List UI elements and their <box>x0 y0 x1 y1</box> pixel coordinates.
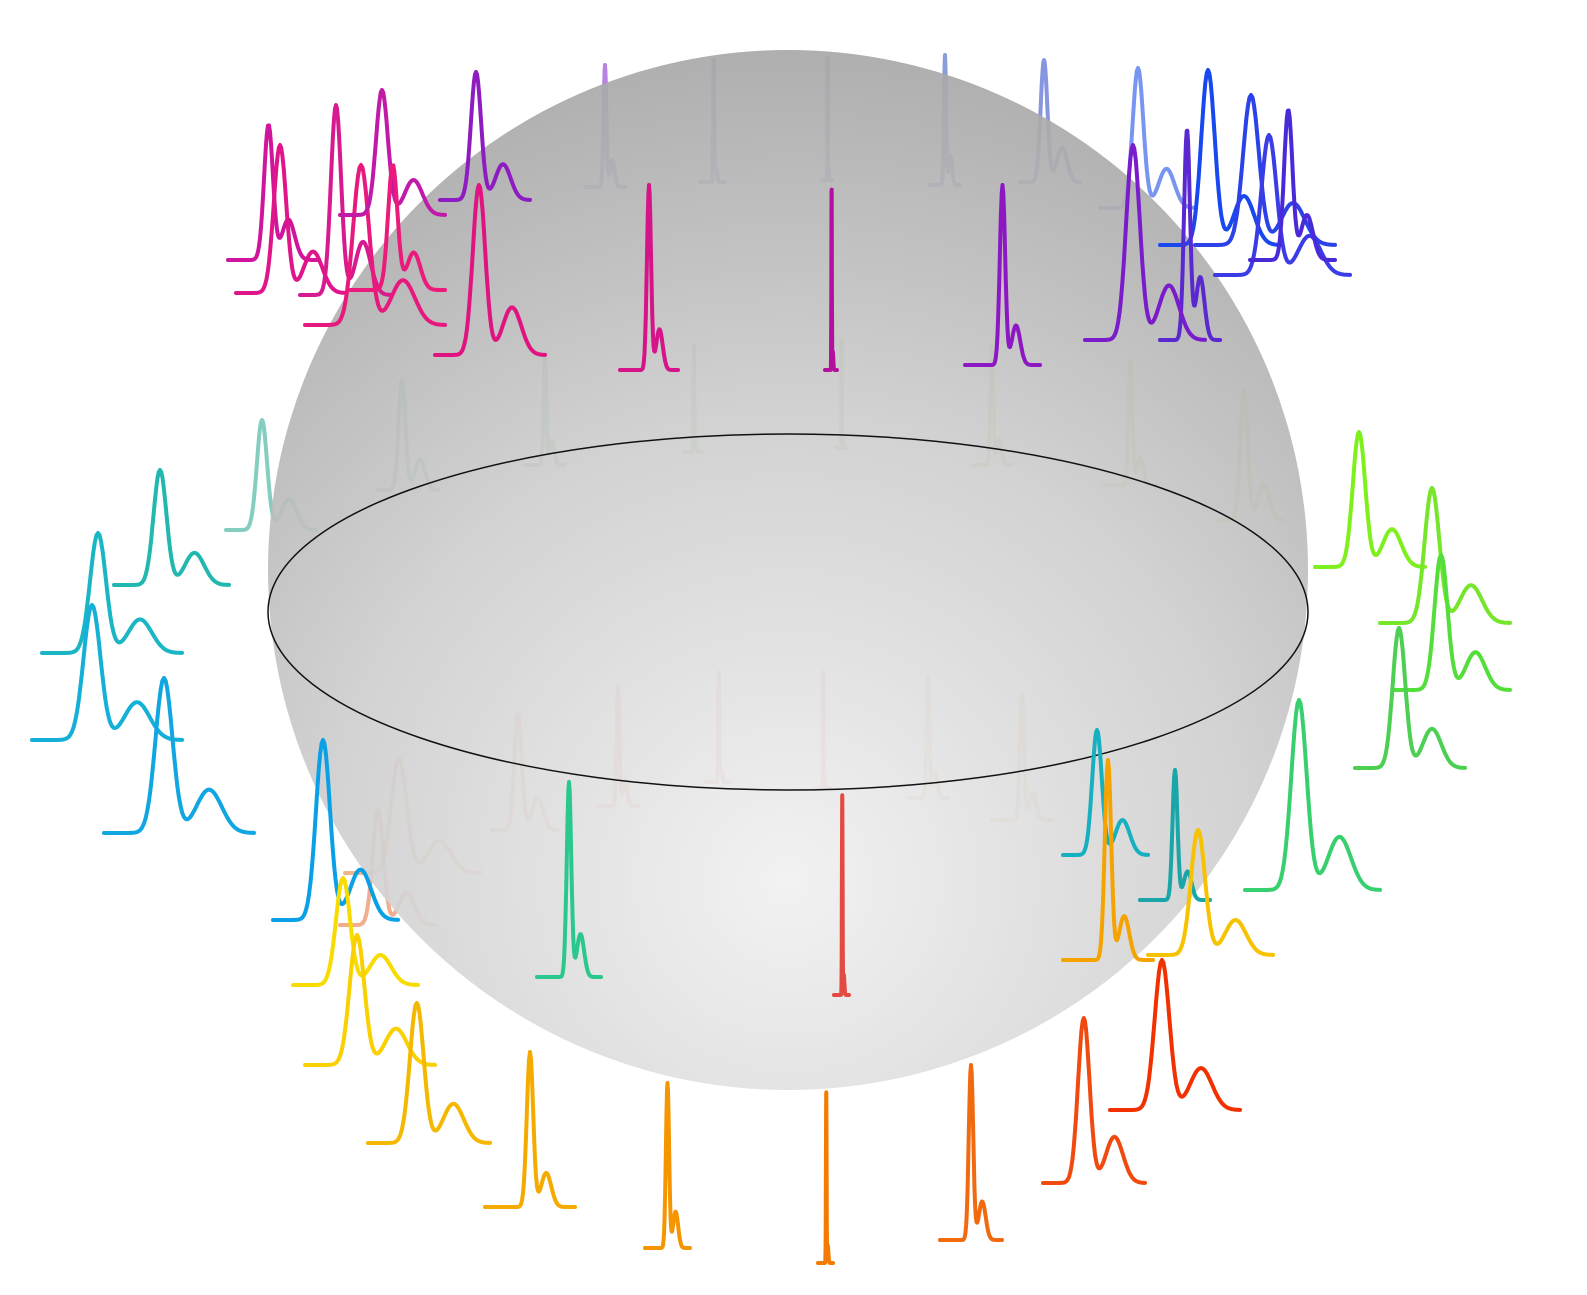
signal-trace-40 <box>102 676 256 835</box>
signal-trace-64 <box>1108 958 1242 1112</box>
signal-trace-52 <box>535 780 603 979</box>
signal-trace-22 <box>963 183 1042 367</box>
signal-trace-53 <box>832 793 851 997</box>
signal-trace-19 <box>433 183 547 357</box>
signal-trace-62 <box>938 1063 1004 1242</box>
signal-trace-58 <box>366 1001 492 1145</box>
signal-trace-6 <box>348 163 447 292</box>
signal-trace-63 <box>1041 1016 1147 1185</box>
signal-trace-23 <box>1083 143 1207 342</box>
signal-trace-7 <box>438 70 532 202</box>
signal-trace-37 <box>112 468 231 587</box>
signal-trace-17 <box>1248 108 1337 262</box>
signal-trace-35 <box>1353 626 1467 770</box>
signal-trace-60 <box>643 1081 692 1250</box>
signal-trace-33 <box>1378 486 1512 625</box>
signal-trace-5 <box>338 88 447 217</box>
signal-trace-2 <box>234 143 348 295</box>
signal-trace-20 <box>618 183 680 372</box>
signal-trace-61 <box>816 1090 835 1265</box>
signal-trace-32 <box>1313 430 1427 569</box>
signal-trace-57 <box>303 933 437 1067</box>
traces-front-of-sphere <box>30 68 1512 1265</box>
signal-trace-16 <box>1213 133 1352 277</box>
signal-trace-56 <box>291 876 420 987</box>
signal-trace-39 <box>30 603 184 742</box>
signal-trace-41 <box>271 738 400 922</box>
signal-trace-55 <box>1146 828 1275 957</box>
sphere <box>268 50 1308 1090</box>
signal-trace-36 <box>1243 698 1382 892</box>
signal-trace-59 <box>483 1050 577 1209</box>
signal-trace-34 <box>1393 553 1512 692</box>
signal-trace-38 <box>40 531 184 655</box>
signal-trace-1 <box>226 123 320 262</box>
signal-trace-54 <box>1061 758 1155 962</box>
equator-ring <box>267 433 1309 791</box>
signal-trace-14 <box>1158 68 1282 247</box>
signal-trace-51 <box>1138 768 1212 902</box>
signal-trace-21 <box>823 187 839 372</box>
signal-trace-18 <box>1158 128 1222 342</box>
